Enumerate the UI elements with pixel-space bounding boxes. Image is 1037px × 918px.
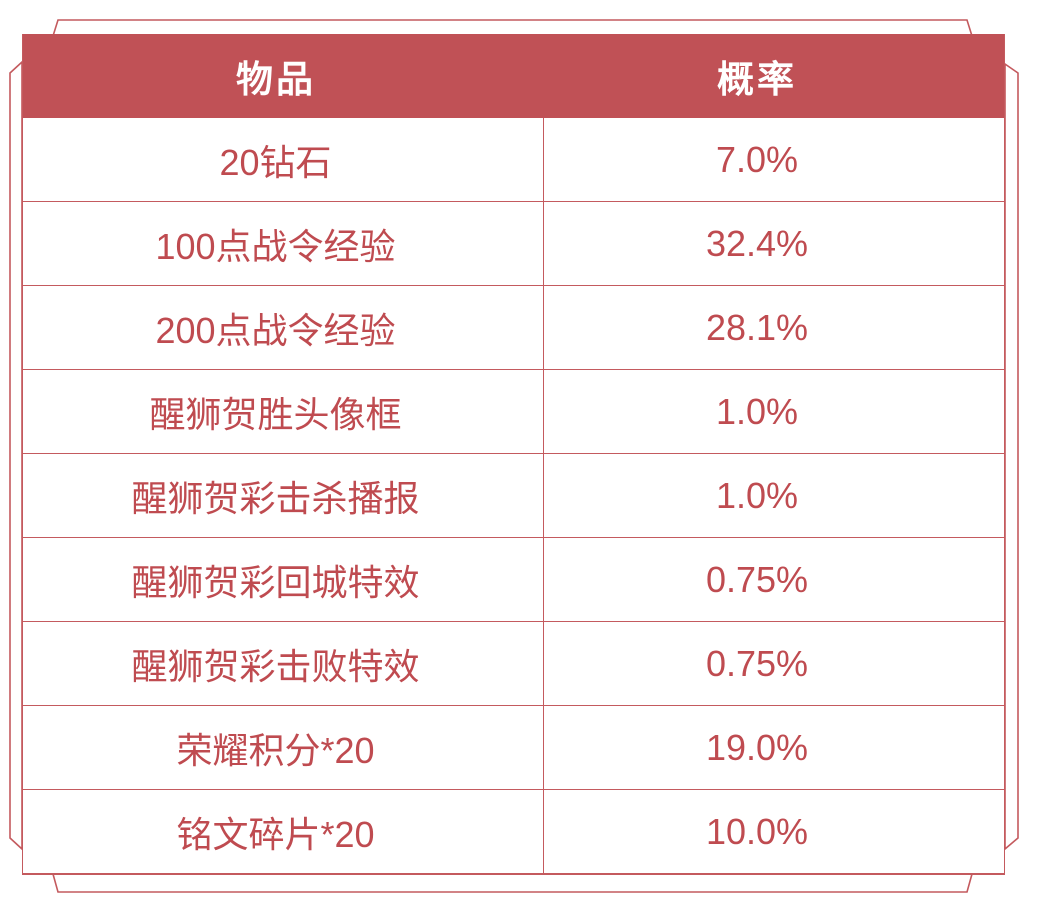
right-sheet-ornament (1004, 62, 1019, 851)
table-row: 醒狮贺胜头像框 1.0% (23, 370, 1004, 454)
table-body: 20钻石 7.0% 100点战令经验 32.4% 200点战令经验 28.1% … (23, 118, 1004, 873)
item-cell: 醒狮贺彩回城特效 (23, 538, 544, 621)
item-cell: 荣耀积分*20 (23, 706, 544, 789)
item-cell: 醒狮贺胜头像框 (23, 370, 544, 453)
item-cell: 200点战令经验 (23, 286, 544, 369)
table-header-row: 物品 概率 (23, 34, 1004, 118)
item-cell: 醒狮贺彩击杀播报 (23, 454, 544, 537)
probability-cell: 19.0% (705, 726, 809, 768)
item-cell: 20钻石 (23, 118, 544, 201)
probability-cell: 1.0% (715, 390, 799, 432)
bottom-sheet-ornament (51, 873, 974, 893)
column-header-item: 物品 (236, 59, 316, 100)
table-row: 100点战令经验 32.4% (23, 202, 1004, 286)
item-cell: 100点战令经验 (23, 202, 544, 285)
probability-cell: 0.75% (705, 642, 809, 684)
table-row: 荣耀积分*20 19.0% (23, 706, 1004, 790)
probability-cell: 0.75% (705, 558, 809, 600)
probability-cell: 1.0% (715, 474, 799, 516)
table-row: 20钻石 7.0% (23, 118, 1004, 202)
left-sheet-ornament (9, 60, 23, 851)
table-row: 醒狮贺彩击败特效 0.75% (23, 622, 1004, 706)
probability-cell: 10.0% (705, 810, 809, 852)
table-row: 铭文碎片*20 10.0% (23, 790, 1004, 873)
item-cell: 铭文碎片*20 (23, 790, 544, 873)
probability-cell: 7.0% (715, 138, 799, 180)
item-cell: 醒狮贺彩击败特效 (23, 622, 544, 705)
probability-cell: 32.4% (705, 222, 809, 264)
probability-table: 物品 概率 20钻石 7.0% 100点战令经验 32.4% 200点战令经验 … (22, 34, 1005, 875)
table-row: 醒狮贺彩回城特效 0.75% (23, 538, 1004, 622)
table-row: 200点战令经验 28.1% (23, 286, 1004, 370)
table-row: 醒狮贺彩击杀播报 1.0% (23, 454, 1004, 538)
column-header-probability: 概率 (717, 59, 797, 100)
probability-cell: 28.1% (705, 306, 809, 348)
